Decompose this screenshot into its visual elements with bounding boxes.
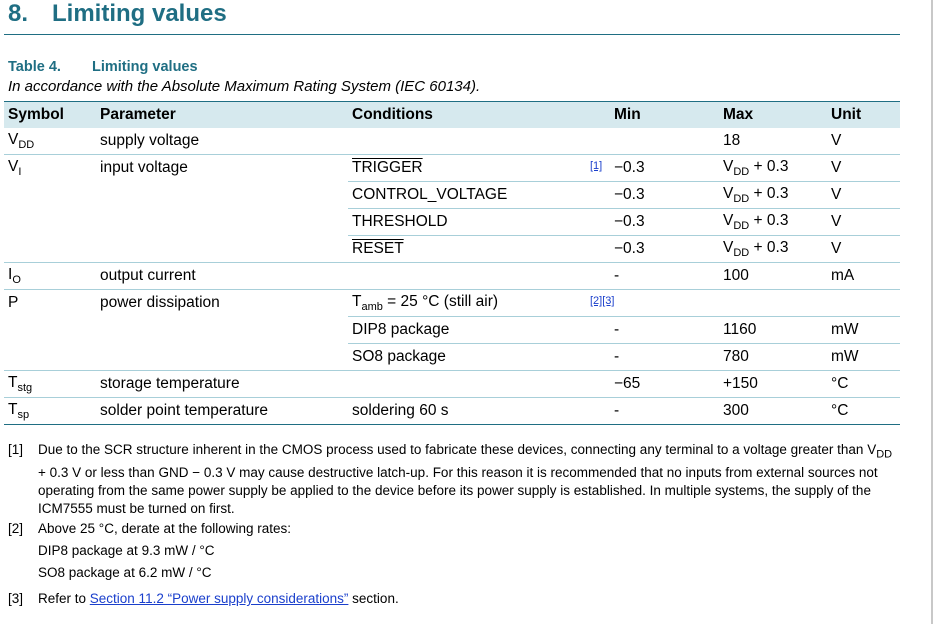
unit-cell: V (827, 128, 900, 155)
table-row: VI input voltage TRIGGER [1] −0.3 VDD + … (4, 154, 900, 182)
footnote-text: DIP8 package at 9.3 mW / °C (38, 543, 215, 558)
conditions-cell: TRIGGER (348, 154, 586, 182)
table-row: Tstg storage temperature −65 +150 °C (4, 370, 900, 398)
table-title: Limiting values (92, 59, 198, 75)
footnote-ref-3-link[interactable]: [3] (602, 295, 615, 307)
conditions-cell: RESET (348, 235, 586, 263)
table-row: P power dissipation Tamb = 25 °C (still … (4, 289, 900, 317)
conditions-cell: SO8 package (348, 343, 586, 371)
conditions-cell: soldering 60 s (348, 397, 586, 425)
min-cell: −0.3 (610, 235, 719, 263)
parameter-cell: supply voltage (96, 128, 348, 155)
symbol-cell: P (8, 294, 19, 312)
min-cell: - (610, 397, 719, 425)
parameter-cell: storage temperature (96, 370, 348, 398)
unit-cell: V (827, 181, 900, 209)
min-cell: - (610, 262, 719, 290)
parameter-cell: output current (96, 262, 348, 290)
symbol-cell: VI (8, 158, 22, 179)
min-cell: - (610, 343, 719, 371)
header-min: Min (610, 101, 719, 128)
header-symbol: Symbol (4, 101, 96, 128)
max-cell: 780 (719, 343, 827, 371)
limiting-values-table: Symbol Parameter Conditions Min Max Unit… (4, 101, 900, 425)
max-cell: 100 (719, 262, 827, 290)
footnote-1: [1] Due to the SCR structure inherent in… (8, 441, 908, 516)
header-conditions: Conditions (348, 101, 586, 128)
max-cell: VDD + 0.3 (719, 208, 827, 236)
table-row: IO output current - 100 mA (4, 262, 900, 290)
max-cell: +150 (719, 370, 827, 398)
section-number: 8. (8, 0, 29, 27)
unit-cell: V (827, 208, 900, 236)
table-header-row: Symbol Parameter Conditions Min Max Unit (4, 101, 900, 128)
symbol-cell: Tsp (4, 397, 96, 425)
footnote-text: SO8 package at 6.2 mW / °C (38, 565, 212, 580)
unit-cell: °C (827, 370, 900, 398)
footnote-2: [2] Above 25 °C, derate at the following… (8, 520, 908, 586)
ref-cell: [1] (586, 154, 610, 182)
table-row: Tsp solder point temperature soldering 6… (4, 397, 900, 425)
unit-cell: °C (827, 397, 900, 425)
parameter-cell: input voltage (100, 159, 188, 177)
footnote-mark: [3] (8, 591, 24, 606)
table-caption: Table 4. Limiting values (8, 59, 198, 75)
max-cell: VDD + 0.3 (719, 235, 827, 263)
min-cell: −65 (610, 370, 719, 398)
table-subtitle: In accordance with the Absolute Maximum … (8, 78, 481, 95)
table-row: SO8 package - 780 mW (4, 343, 900, 371)
min-cell: −0.3 (610, 208, 719, 236)
conditions-cell: CONTROL_VOLTAGE (348, 181, 586, 209)
min-cell: −0.3 (610, 154, 719, 182)
parameter-cell: power dissipation (100, 294, 220, 312)
page-edge (931, 0, 933, 624)
min-cell: - (610, 316, 719, 344)
header-parameter: Parameter (96, 101, 348, 128)
unit-cell: V (827, 154, 900, 182)
table-row: CONTROL_VOLTAGE −0.3 VDD + 0.3 V (4, 181, 900, 209)
section-rule (4, 34, 900, 35)
header-unit: Unit (827, 101, 900, 128)
footnote-text: Above 25 °C, derate at the following rat… (38, 521, 292, 536)
section-title: Limiting values (52, 0, 227, 27)
footnote-3: [3] Refer to Section 11.2 “Power supply … (8, 590, 908, 610)
symbol-cell: Tstg (4, 370, 96, 398)
section-heading: 8. Limiting values (8, 0, 227, 28)
min-cell: −0.3 (610, 181, 719, 209)
header-ref (586, 101, 610, 128)
section-11-2-link[interactable]: Section 11.2 “Power supply consideration… (89, 591, 349, 606)
table-row: DIP8 package - 1160 mW (4, 316, 900, 344)
table-row: VDD supply voltage 18 V (4, 128, 900, 155)
footnote-ref-1-link[interactable]: [1] (590, 160, 603, 172)
ref-cell: [2][3] (586, 289, 614, 317)
symbol-cell: VDD (4, 128, 96, 155)
table-row: RESET −0.3 VDD + 0.3 V (4, 235, 900, 263)
table-row: THRESHOLD −0.3 VDD + 0.3 V (4, 208, 900, 236)
conditions-cell: DIP8 package (348, 316, 586, 344)
header-max: Max (719, 101, 827, 128)
symbol-cell: IO (4, 262, 96, 290)
footnote-text: Refer to Section 11.2 “Power supply cons… (38, 591, 399, 606)
parameter-cell: solder point temperature (96, 397, 348, 425)
unit-cell: mW (827, 343, 900, 371)
max-cell: VDD + 0.3 (719, 154, 827, 182)
footnote-mark: [1] (8, 442, 24, 457)
footnote-ref-2-link[interactable]: [2] (590, 295, 603, 307)
unit-cell: mA (827, 262, 900, 290)
footnote-mark: [2] (8, 521, 24, 536)
footnote-text: Due to the SCR structure inherent in the… (38, 442, 893, 516)
max-cell: VDD + 0.3 (719, 181, 827, 209)
table-label: Table 4. (8, 59, 61, 75)
max-cell: 300 (719, 397, 827, 425)
unit-cell: V (827, 235, 900, 263)
conditions-cell: Tamb = 25 °C (still air) (348, 289, 586, 317)
conditions-cell: THRESHOLD (348, 208, 586, 236)
unit-cell: mW (827, 316, 900, 344)
max-cell: 1160 (719, 316, 827, 344)
max-cell: 18 (719, 128, 827, 155)
